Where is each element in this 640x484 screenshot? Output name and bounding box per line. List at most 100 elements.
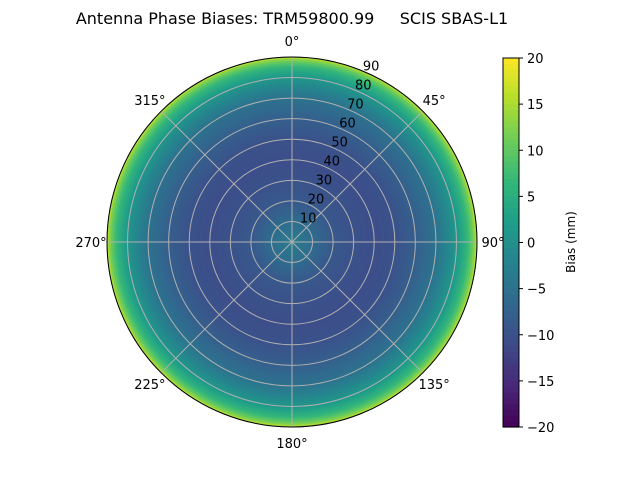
colorbar-segment <box>503 311 519 319</box>
colorbar-segment <box>503 167 519 174</box>
colorbar-tick-label: −10 <box>527 329 554 344</box>
theta-gridline <box>160 241 293 374</box>
colorbar-segment <box>503 409 519 417</box>
colorbar-segment <box>503 202 519 209</box>
colorbar-segment <box>503 340 519 347</box>
colorbar-segment <box>503 75 519 82</box>
r-tick-labels: 10 20 30 40 50 60 70 80 90 <box>300 60 379 227</box>
colorbar-segment <box>503 363 519 370</box>
colorbar-tick-label: −5 <box>527 283 546 298</box>
chart-title: Antenna Phase Biases: TRM59800.99 SCIS S… <box>76 9 508 28</box>
colorbar-segment <box>503 98 519 105</box>
polar-frame <box>106 56 478 428</box>
colorbar-segment <box>503 173 519 180</box>
colorbar-segment <box>503 58 519 65</box>
theta-gridline <box>160 110 293 243</box>
colorbar-segment <box>503 357 519 365</box>
colorbar-segment <box>503 288 519 295</box>
colorbar-segment <box>503 179 519 186</box>
theta-tick-label: 225° <box>134 378 165 393</box>
colorbar-segment <box>503 104 519 111</box>
colorbar-tick-label: −20 <box>527 421 554 436</box>
colorbar-segment <box>503 305 519 313</box>
colorbar-segment <box>503 352 519 359</box>
colorbar-tick-label: 10 <box>527 144 544 159</box>
colorbar-segment <box>503 386 519 394</box>
colorbar-segment <box>503 398 519 405</box>
colorbar-segment <box>503 277 519 284</box>
colorbar-segment <box>503 369 519 376</box>
colorbar-segment <box>503 323 519 330</box>
colorbar-segment <box>503 259 519 267</box>
colorbar-segment <box>503 213 519 221</box>
r-tick-label: 60 <box>339 117 356 132</box>
colorbar-segment <box>503 219 519 226</box>
colorbar-label: Bias (mm) <box>564 211 578 273</box>
colorbar-segment <box>503 207 519 215</box>
theta-gridline <box>291 241 424 374</box>
colorbar-segment <box>503 294 519 301</box>
colorbar-segment <box>503 254 519 261</box>
r-tick-label: 10 <box>300 211 317 226</box>
colorbar-tick-label: 15 <box>527 98 544 113</box>
polar-grid <box>106 56 478 428</box>
colorbar-ticks: 20 15 10 5 0 −5 −10 −15 −20 <box>519 52 554 436</box>
r-tick-label: 20 <box>308 192 325 207</box>
colorbar-tick-label: −15 <box>527 375 554 390</box>
r-tick-label: 50 <box>331 136 348 151</box>
colorbar-tick-label: 20 <box>527 52 544 67</box>
colorbar-segment <box>503 346 519 353</box>
colorbar-segment <box>503 334 519 342</box>
colorbar-segment <box>503 403 519 411</box>
colorbar-segment <box>503 230 519 238</box>
colorbar-segment <box>503 392 519 399</box>
colorbar-tick-label: 5 <box>527 190 535 205</box>
colorbar-segment <box>503 127 519 134</box>
colorbar-segment <box>503 161 519 169</box>
theta-tick-label: 135° <box>418 378 449 393</box>
colorbar-segment <box>503 121 519 128</box>
theta-tick-label: 180° <box>276 437 307 452</box>
colorbar-segment <box>503 132 519 140</box>
r-tick-label: 40 <box>323 154 340 169</box>
theta-gridline <box>291 110 424 243</box>
colorbar <box>502 57 520 428</box>
colorbar-segment <box>503 196 519 203</box>
colorbar-segment <box>503 86 519 94</box>
colorbar-segment <box>503 115 519 123</box>
colorbar-segment <box>503 300 519 307</box>
r-tick-label: 80 <box>355 79 372 94</box>
colorbar-segment <box>503 421 519 428</box>
colorbar-segment <box>503 109 519 117</box>
colorbar-segment <box>503 190 519 197</box>
colorbar-segment <box>503 156 519 163</box>
theta-tick-label: 315° <box>134 94 165 109</box>
colorbar-segment <box>503 271 519 278</box>
colorbar-segment <box>503 81 519 88</box>
colorbar-segment <box>503 184 519 192</box>
colorbar-segment <box>503 380 519 388</box>
colorbar-segment <box>503 375 519 382</box>
r-tick-label: 70 <box>347 98 364 113</box>
colorbar-segment <box>503 150 519 157</box>
theta-tick-label: 90° <box>481 236 504 251</box>
theta-tick-labels: 0° 45° 90° 135° 180° 225° 270° 315° <box>75 35 504 452</box>
theta-tick-label: 0° <box>285 35 300 50</box>
colorbar-segment <box>503 225 519 232</box>
r-tick-label: 30 <box>316 173 333 188</box>
colorbar-segment <box>503 138 519 146</box>
colorbar-segment <box>503 144 519 151</box>
colorbar-segment <box>503 242 519 249</box>
colorbar-segment <box>503 265 519 272</box>
colorbar-segment <box>503 236 519 244</box>
colorbar-segment <box>503 63 519 71</box>
colorbar-segment <box>503 248 519 255</box>
colorbar-segment <box>503 69 519 76</box>
colorbar-segment <box>503 92 519 99</box>
theta-tick-label: 45° <box>423 94 446 109</box>
theta-tick-label: 270° <box>75 236 106 251</box>
colorbar-segment <box>503 415 519 422</box>
colorbar-tick-label: 0 <box>527 237 535 252</box>
colorbar-segment <box>503 282 519 290</box>
